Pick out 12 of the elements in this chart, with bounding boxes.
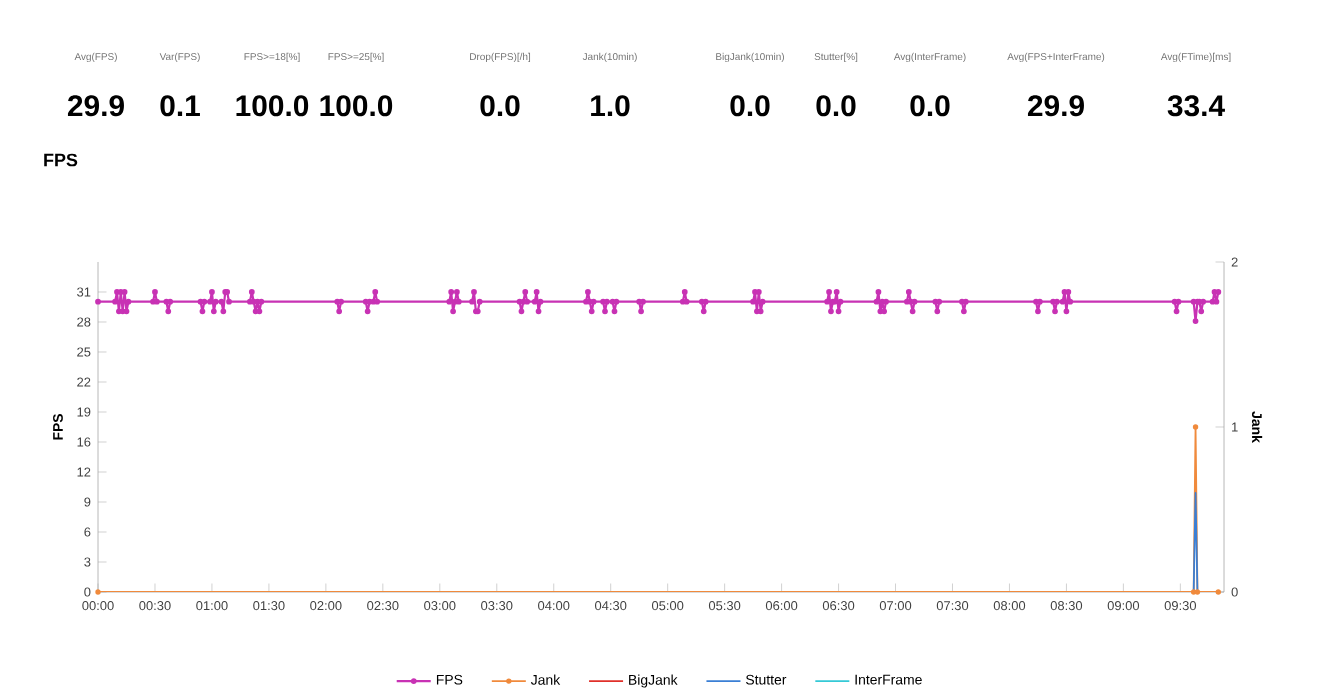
text: 0.0 [910, 95, 950, 117]
text: 0.0 [480, 95, 520, 117]
chart-title: FPS [44, 153, 78, 167]
text: 1.0 [591, 95, 630, 117]
text: 29.9 [1027, 95, 1084, 117]
text: 0.0 [730, 95, 770, 117]
text: 0.1 [160, 95, 200, 117]
text: 0.0 [816, 95, 856, 117]
text: 100.0 [236, 95, 309, 117]
text: 29.9 [67, 95, 124, 117]
text: 33.4 [1167, 95, 1225, 117]
text: 100.0 [320, 95, 393, 117]
